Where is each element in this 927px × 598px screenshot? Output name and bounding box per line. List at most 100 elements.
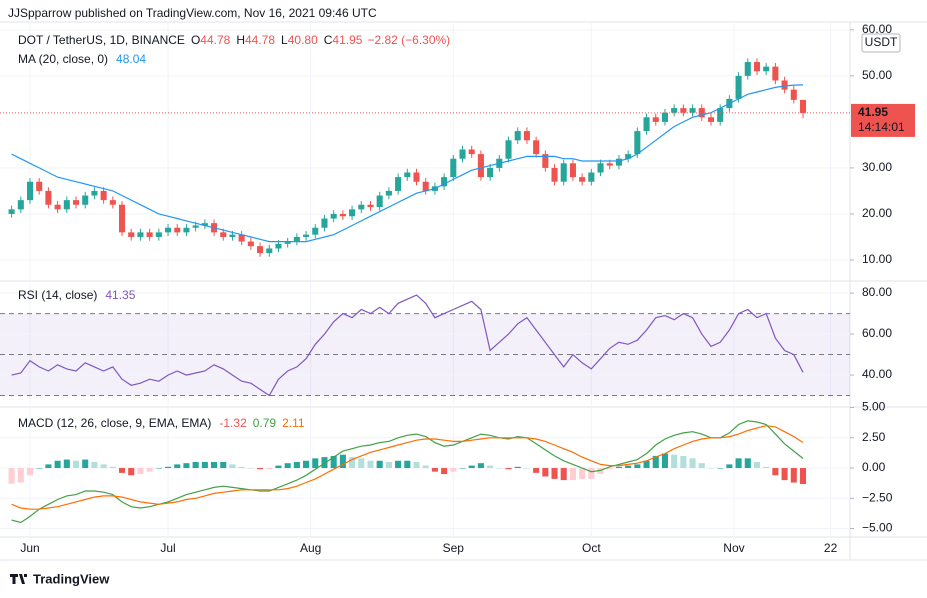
histogram-bar	[459, 468, 466, 469]
histogram-bar	[63, 459, 70, 469]
candle-body	[698, 108, 705, 118]
candle-body	[441, 177, 448, 187]
candle-body	[367, 204, 374, 208]
y-tick-label: 50.00	[862, 68, 892, 82]
candle-body	[542, 154, 549, 168]
candle-body	[303, 234, 310, 237]
candle-body	[293, 236, 300, 242]
symbol: DOT / TetherUS, 1D, BINANCE	[18, 33, 185, 47]
histogram-bar	[174, 464, 181, 469]
histogram-bar	[450, 468, 457, 472]
histogram-bar	[799, 468, 807, 484]
indicator-name: RSI (14, close)	[18, 288, 97, 302]
histogram-bar	[82, 459, 89, 469]
candle-body	[257, 246, 264, 254]
candle-body	[266, 248, 273, 254]
candle-body	[514, 131, 521, 141]
indicator-name: MACD (12, 26, close, 9, EMA, EMA)	[18, 416, 211, 430]
y-tick-label: 30.00	[862, 160, 892, 174]
histogram-bar	[496, 468, 503, 469]
histogram-bar	[376, 460, 383, 469]
legend: DOT / TetherUS, 1D, BINANCE O44.78 H44.78 L…	[18, 33, 450, 47]
candle-body	[201, 223, 208, 226]
candle-body	[744, 62, 751, 76]
candle-body	[385, 190, 392, 196]
candle-body	[183, 227, 190, 233]
candle-body	[174, 227, 181, 233]
histogram-bar	[753, 461, 761, 469]
histogram-bar	[303, 460, 310, 469]
y-tick-label: 10.00	[862, 252, 892, 266]
signal-line	[11, 425, 804, 510]
candle-body	[569, 163, 576, 178]
histogram-bar	[652, 455, 659, 469]
histogram-bar	[238, 466, 245, 469]
histogram-bar	[109, 466, 116, 469]
y-tick-label: 20.00	[862, 206, 892, 220]
histogram-bar	[726, 464, 733, 469]
legend: MA (20, close, 0) 48.04	[18, 52, 146, 66]
histogram-bar	[523, 468, 530, 469]
bar-countdown: 14:14:01	[858, 120, 905, 134]
candle-body	[404, 172, 411, 178]
candle-body	[680, 108, 687, 113]
candle-body	[36, 181, 43, 191]
y-tick-label: 0.00	[862, 460, 886, 474]
histogram-bar	[100, 464, 107, 469]
candle-body	[753, 62, 761, 72]
ohlc-key: O	[191, 33, 200, 47]
y-tick-label: 5.00	[862, 400, 886, 414]
histogram-bar	[744, 458, 751, 469]
candle-body	[17, 200, 24, 210]
histogram-bar	[643, 460, 650, 469]
candle-body	[707, 117, 715, 122]
candle-body	[634, 131, 641, 155]
histogram-bar	[707, 468, 715, 469]
currency-box	[861, 33, 901, 53]
histogram-bar	[155, 468, 162, 469]
histogram-bar	[606, 468, 613, 470]
y-tick-label: 60.00	[862, 22, 892, 36]
histogram-bar	[441, 468, 448, 475]
candle-body	[321, 218, 328, 228]
indicator-value: 0.79	[253, 416, 277, 430]
histogram-bar	[229, 464, 236, 469]
histogram-bar	[772, 468, 779, 476]
candle-body	[551, 167, 558, 182]
candle-body	[358, 204, 365, 210]
y-tick-label: 2.50	[862, 430, 886, 444]
histogram-bar	[680, 455, 687, 469]
histogram-bar	[395, 460, 402, 469]
histogram-bar	[275, 465, 282, 469]
histogram-bar	[533, 468, 540, 473]
histogram-bar	[477, 463, 484, 469]
histogram-bar	[514, 466, 521, 469]
ohlc-value: 40.80	[288, 33, 318, 47]
histogram-bar	[367, 460, 374, 469]
histogram-bar	[579, 468, 586, 479]
histogram-bar	[36, 468, 43, 469]
candle-body	[799, 99, 807, 113]
y-tick-label: −5.00	[862, 521, 893, 535]
candle-body	[422, 181, 429, 191]
candle-body	[689, 108, 696, 113]
ohlc-value: 44.78	[245, 33, 275, 47]
candle-body	[588, 172, 595, 182]
histogram-bar	[588, 468, 595, 479]
candle-body	[395, 177, 402, 191]
indicator-value: 41.35	[105, 288, 135, 302]
candle-body	[772, 66, 779, 81]
y-tick-label: 60.00	[862, 326, 892, 340]
candle-body	[118, 204, 126, 233]
histogram-bar	[468, 465, 475, 469]
histogram-bar	[72, 460, 80, 469]
publish-header: JJSpparrow published on TradingView.com,…	[8, 6, 377, 20]
candle-body	[26, 181, 34, 201]
candle-body	[487, 167, 494, 178]
candle-body	[165, 227, 172, 233]
candle-body	[625, 154, 632, 159]
histogram-bar	[349, 457, 356, 469]
histogram-bar	[735, 458, 742, 469]
candle-body	[128, 232, 135, 237]
candle-body	[229, 234, 236, 237]
